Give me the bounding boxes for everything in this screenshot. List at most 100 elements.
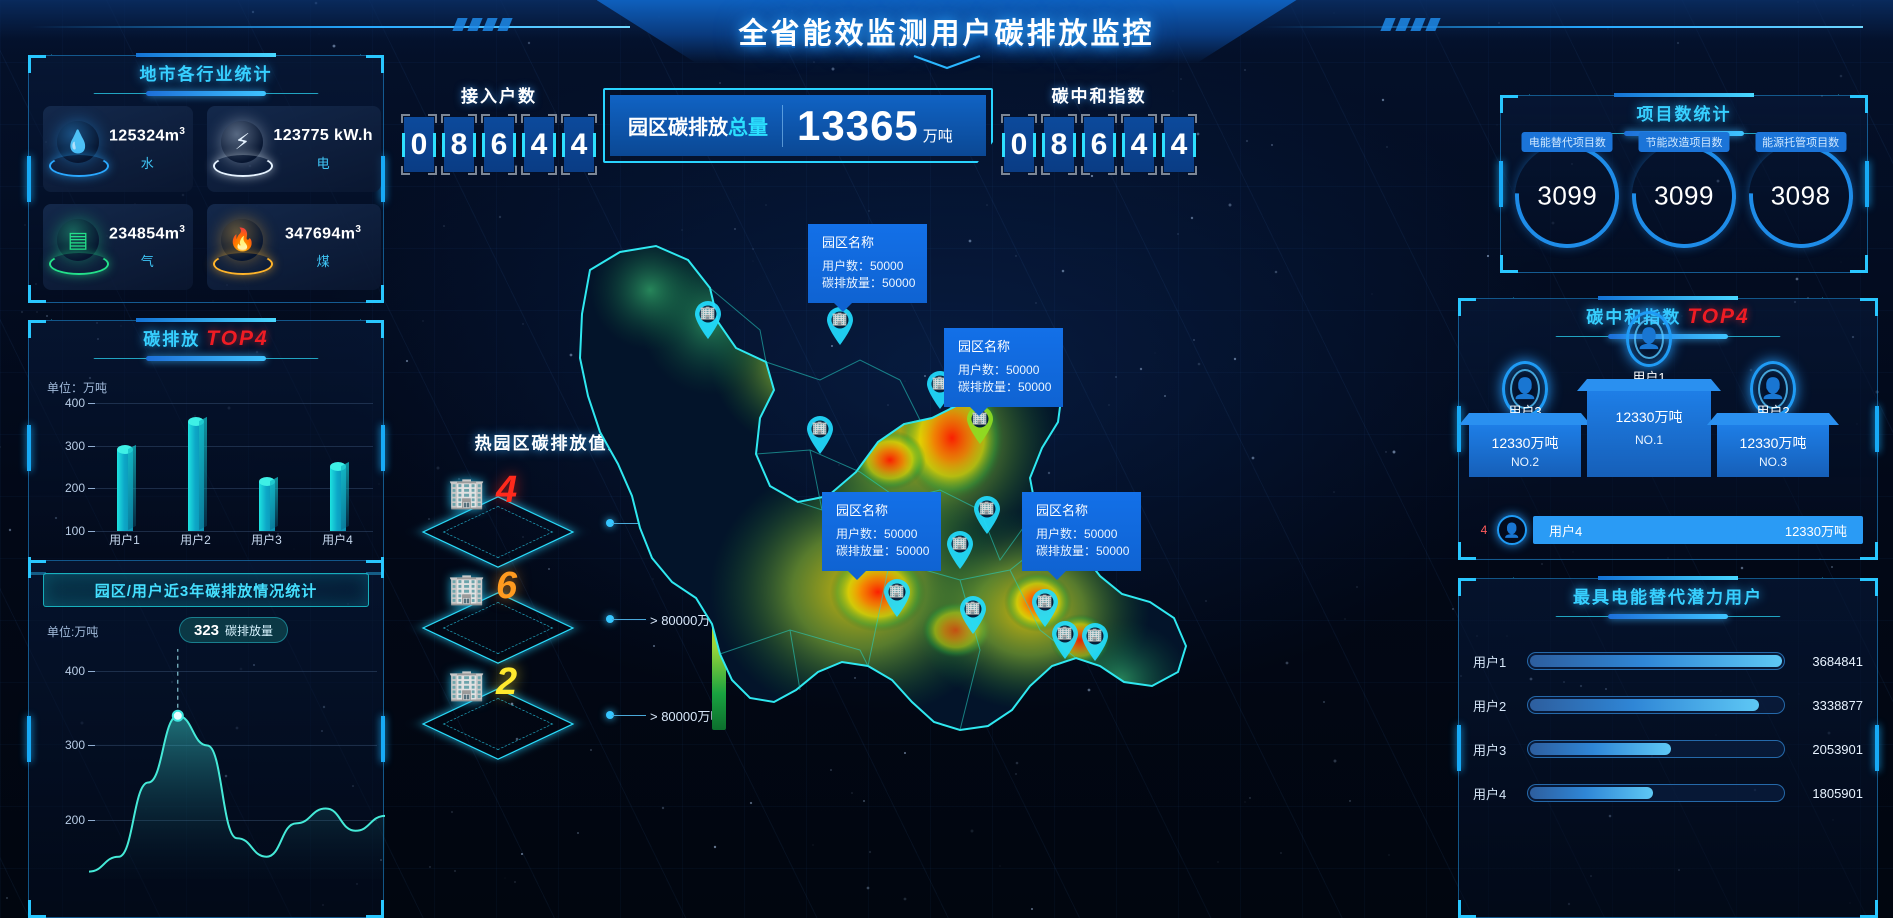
map-park-popup[interactable]: 园区名称用户数：50000 碳排放量：50000 (1022, 492, 1142, 580)
rank4-name: 用户4 (1549, 523, 1583, 539)
bar-column[interactable] (244, 403, 290, 531)
map-pin[interactable]: 🏢 (958, 595, 988, 635)
industry-stat-card[interactable]: ⚡ 123775 kW.h 电 (207, 106, 381, 192)
industry-stat-text: 125324m3 水 (109, 126, 185, 172)
potential-panel-title: 最具电能替代潜力用户 (1573, 588, 1763, 607)
map-pin[interactable]: 🏢 (1050, 620, 1080, 660)
popup-user-count: 用户数：50000 (822, 259, 904, 273)
rank4-index: 4 (1480, 523, 1488, 537)
map-pin[interactable]: 🏢 (805, 415, 835, 455)
line-chart-tooltip: 323 碳排放量 (179, 617, 289, 643)
counter-digit: 4 (1121, 114, 1157, 175)
lightning-bolt-icon: ⚡ (213, 119, 274, 179)
three-year-emission-panel: 园区/用户近3年碳排放情况统计 单位:万吨 323 碳排放量 400 300 200 (27, 560, 385, 918)
potential-user-bar-track (1527, 740, 1785, 758)
building-icon: 🏢 (448, 669, 486, 702)
bar-y-tick: 400 (65, 396, 95, 410)
bar-column[interactable] (102, 403, 148, 531)
map-pin[interactable]: 🏢 (972, 495, 1002, 535)
potential-user-row[interactable]: 用户4 1805901 (1473, 771, 1863, 815)
heat-layer-item[interactable]: 🏢 2 > 80000万吨 (400, 663, 723, 760)
bar-column[interactable] (173, 403, 219, 531)
counter-digit: 0 (1001, 114, 1037, 175)
province-outline (578, 244, 1188, 732)
potential-user-value: 1805901 (1812, 785, 1863, 801)
potential-user-bar-track (1527, 652, 1785, 670)
header-band (0, 0, 1893, 56)
tooltip-value: 323 (194, 621, 220, 639)
podium-place[interactable]: 👤 用户2 12330万吨 NO.3 (1717, 361, 1829, 477)
total-emission-box: 园区碳排放总量 13365 万吨 (603, 88, 993, 163)
industry-stat-card[interactable]: 💧 125324m3 水 (43, 106, 194, 192)
building-icon: 🏢 (448, 573, 486, 606)
map-park-popup[interactable]: 园区名称 用户数：50000 碳排放量：50000 (808, 224, 928, 312)
counter-digit: 8 (1041, 114, 1077, 175)
potential-user-row[interactable]: 用户3 2053901 (1473, 727, 1863, 771)
counter-digit: 8 (441, 114, 477, 175)
map-pin[interactable]: 🏢 (1080, 622, 1110, 662)
project-gauge-caption: 能源托管项目数 (1755, 132, 1847, 152)
connected-users-label: 接入户数 (461, 87, 537, 106)
bar-chart: 400 300 200 100 用户1 用户2 用户3 用户4 (43, 396, 373, 553)
line-chart-area (89, 649, 385, 879)
map-pin[interactable]: 🏢 (825, 306, 855, 346)
project-gauge[interactable]: 电能替代项目数 3099 (1493, 122, 1641, 270)
popup-user-count: 用户数：50000 (1036, 527, 1118, 541)
projects-panel-title-frame: 项目数统计 (1529, 93, 1839, 136)
map-pin[interactable]: 🏢 (945, 530, 975, 570)
popup-emission: 碳排放量：50000 (1036, 544, 1130, 559)
popup-user-count: 用户数：50000 (958, 363, 1040, 377)
building-icon: 🏢 (699, 305, 717, 320)
project-gauge[interactable]: 节能改造项目数 3099 (1610, 122, 1758, 270)
three-year-chart-header: 园区/用户近3年碳排放情况统计 (43, 573, 369, 607)
building-icon: 🏢 (448, 477, 486, 510)
rank4-value: 12330万吨 (1784, 523, 1847, 539)
total-emission-label: 园区碳排放总量 (628, 117, 768, 139)
podium-place[interactable]: 👤 用户1 12330万吨 NO.1 (1587, 311, 1711, 477)
building-icon: 🏢 (978, 500, 996, 515)
industry-stat-label: 气 (140, 254, 154, 270)
tooltip-label: 碳排放量 (225, 623, 274, 638)
potential-user-value: 3684841 (1812, 653, 1863, 669)
bar-x-label: 用户4 (322, 533, 353, 547)
potential-user-name: 用户2 (1473, 698, 1507, 714)
counter-digit: 4 (561, 114, 597, 175)
industry-stat-card[interactable]: ▤ 234854m3 气 (43, 204, 194, 290)
potential-user-row[interactable]: 用户2 3338877 (1473, 683, 1863, 727)
project-gauge-caption: 电能替代项目数 (1521, 132, 1613, 152)
rank4-bar: 用户4 12330万吨 (1533, 516, 1863, 544)
potential-user-row[interactable]: 用户1 3684841 (1473, 639, 1863, 683)
neutral-rank4-row[interactable]: 4 👤 用户4 12330万吨 (1477, 515, 1863, 545)
industry-stat-label: 水 (140, 156, 154, 172)
bar-x-label: 用户3 (251, 533, 282, 547)
bar-column[interactable] (315, 403, 361, 531)
potential-users-panel: 最具电能替代潜力用户 用户1 3684841 用户2 3338877 用户3 205390… (1457, 576, 1879, 918)
industry-stat-card[interactable]: 🔥 347694m3 煤 (207, 204, 381, 290)
industry-stat-value: 347694m3 (284, 223, 362, 243)
heat-layer-item[interactable]: 🏢 6 > 80000万吨 (400, 567, 723, 664)
podium-place[interactable]: 👤 用户3 12330万吨 NO.2 (1469, 361, 1581, 477)
map-park-popup[interactable]: 园区名称 用户数：50000 碳排放量：50000 (944, 328, 1064, 416)
map-park-popup[interactable]: 园区名称 用户数：50000 碳排放量：50000 (822, 492, 942, 580)
podium-value: 12330万吨 (1739, 435, 1807, 451)
popup-emission: 碳排放量：50000 (836, 544, 930, 559)
heat-layer-count: 4 (496, 469, 518, 511)
top4-panel-title: 碳排放 TOP4 (143, 327, 269, 350)
podium-value: 12330万吨 (1615, 409, 1683, 425)
map-pin[interactable]: 🏢 (882, 578, 912, 618)
map-pin[interactable]: 🏢 (693, 300, 723, 340)
heat-layer-value: > 80000万吨 (650, 613, 724, 628)
bar-y-tick: 200 (65, 481, 95, 495)
industry-stat-text: 347694m3 煤 (273, 224, 373, 270)
emission-top4-panel: 碳排放 TOP4 单位：万吨 400 300 200 100 用户1 用户2 用户3 用户4 (27, 318, 385, 575)
heat-layer-count: 6 (496, 565, 518, 607)
project-gauge[interactable]: 能源托管项目数 3098 (1727, 122, 1875, 270)
map-pin[interactable]: 🏢 (1030, 588, 1060, 628)
bar-y-tick: 300 (65, 439, 95, 453)
flame-icon: 🔥 (213, 217, 274, 277)
counter-digit: 6 (481, 114, 517, 175)
popup-park-name: 园区名称 (1036, 503, 1089, 518)
potential-user-name: 用户4 (1473, 786, 1507, 802)
